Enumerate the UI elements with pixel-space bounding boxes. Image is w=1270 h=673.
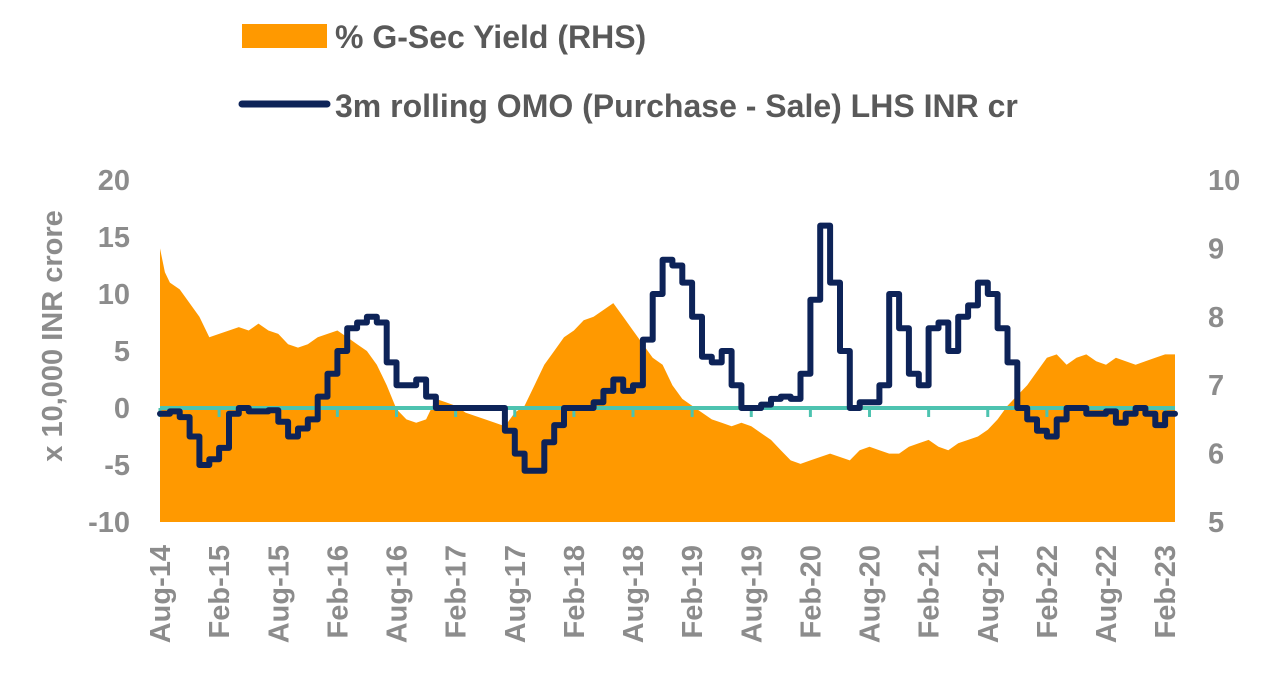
x-tick-label: Aug-19: [736, 545, 768, 643]
x-axis-ticks: Aug-14 Feb-15 Aug-15 Feb-16 Aug-16 Feb-17 Aug-…: [145, 545, 1182, 643]
x-tick-label: Aug-14: [145, 545, 177, 643]
omo-line: [157, 222, 1178, 474]
legend-label-omo: 3m rolling OMO (Purchase - Sale) LHS INR…: [335, 88, 1018, 124]
x-tick-label: Feb-22: [1032, 545, 1064, 638]
y-right-tick-label: 6: [1208, 439, 1224, 471]
y-left-tick-label: 5: [114, 336, 130, 368]
x-tick-label: Feb-21: [914, 545, 946, 638]
x-tick-label: Feb-17: [441, 545, 473, 638]
x-tick-label: Feb-19: [677, 545, 709, 638]
y-right-tick-label: 10: [1208, 165, 1240, 197]
x-tick-label: Aug-17: [500, 545, 532, 643]
y-left-tick-label: 0: [114, 393, 130, 425]
y-left-tick-label: 10: [98, 279, 130, 311]
y-axis-left-title: x 10,000 INR crore: [37, 210, 69, 461]
x-tick-label: Aug-20: [855, 545, 887, 643]
y-left-tick-label: 20: [98, 165, 130, 197]
x-tick-label: Aug-21: [973, 545, 1005, 643]
y-right-tick-label: 8: [1208, 302, 1224, 334]
y-left-tick-label: -5: [104, 450, 130, 482]
x-tick-label: Feb-15: [204, 545, 236, 638]
yield-area-layer: [160, 248, 1175, 522]
legend-swatch-gsec-yield: [242, 24, 327, 48]
y-axis-left-ticks: 20 15 10 5 0 -5 -10: [88, 165, 130, 539]
y-right-tick-label: 9: [1208, 233, 1224, 265]
y-left-tick-label: 15: [98, 222, 130, 254]
x-tick-label: Aug-16: [382, 545, 414, 643]
zero-line-layer: [158, 406, 1175, 417]
x-tick-label: Feb-18: [559, 545, 591, 638]
y-left-tick-label: -10: [88, 507, 130, 539]
x-tick-label: Feb-16: [322, 545, 354, 638]
x-tick-label: Feb-20: [795, 545, 827, 638]
x-tick-label: Feb-23: [1150, 545, 1182, 638]
x-tick-label: Aug-18: [618, 545, 650, 643]
y-right-tick-label: 5: [1208, 507, 1224, 539]
x-tick-label: Aug-22: [1091, 545, 1123, 643]
omo-line-layer: [157, 222, 1178, 474]
y-right-tick-label: 7: [1208, 370, 1224, 402]
x-tick-label: Aug-15: [263, 545, 295, 643]
legend: % G-Sec Yield (RHS) 3m rolling OMO (Purc…: [238, 19, 1018, 124]
legend-label-gsec-yield: % G-Sec Yield (RHS): [335, 19, 646, 55]
y-axis-right-ticks: 10 9 8 7 6 5: [1208, 165, 1240, 539]
gsec-yield-area: [160, 248, 1175, 522]
